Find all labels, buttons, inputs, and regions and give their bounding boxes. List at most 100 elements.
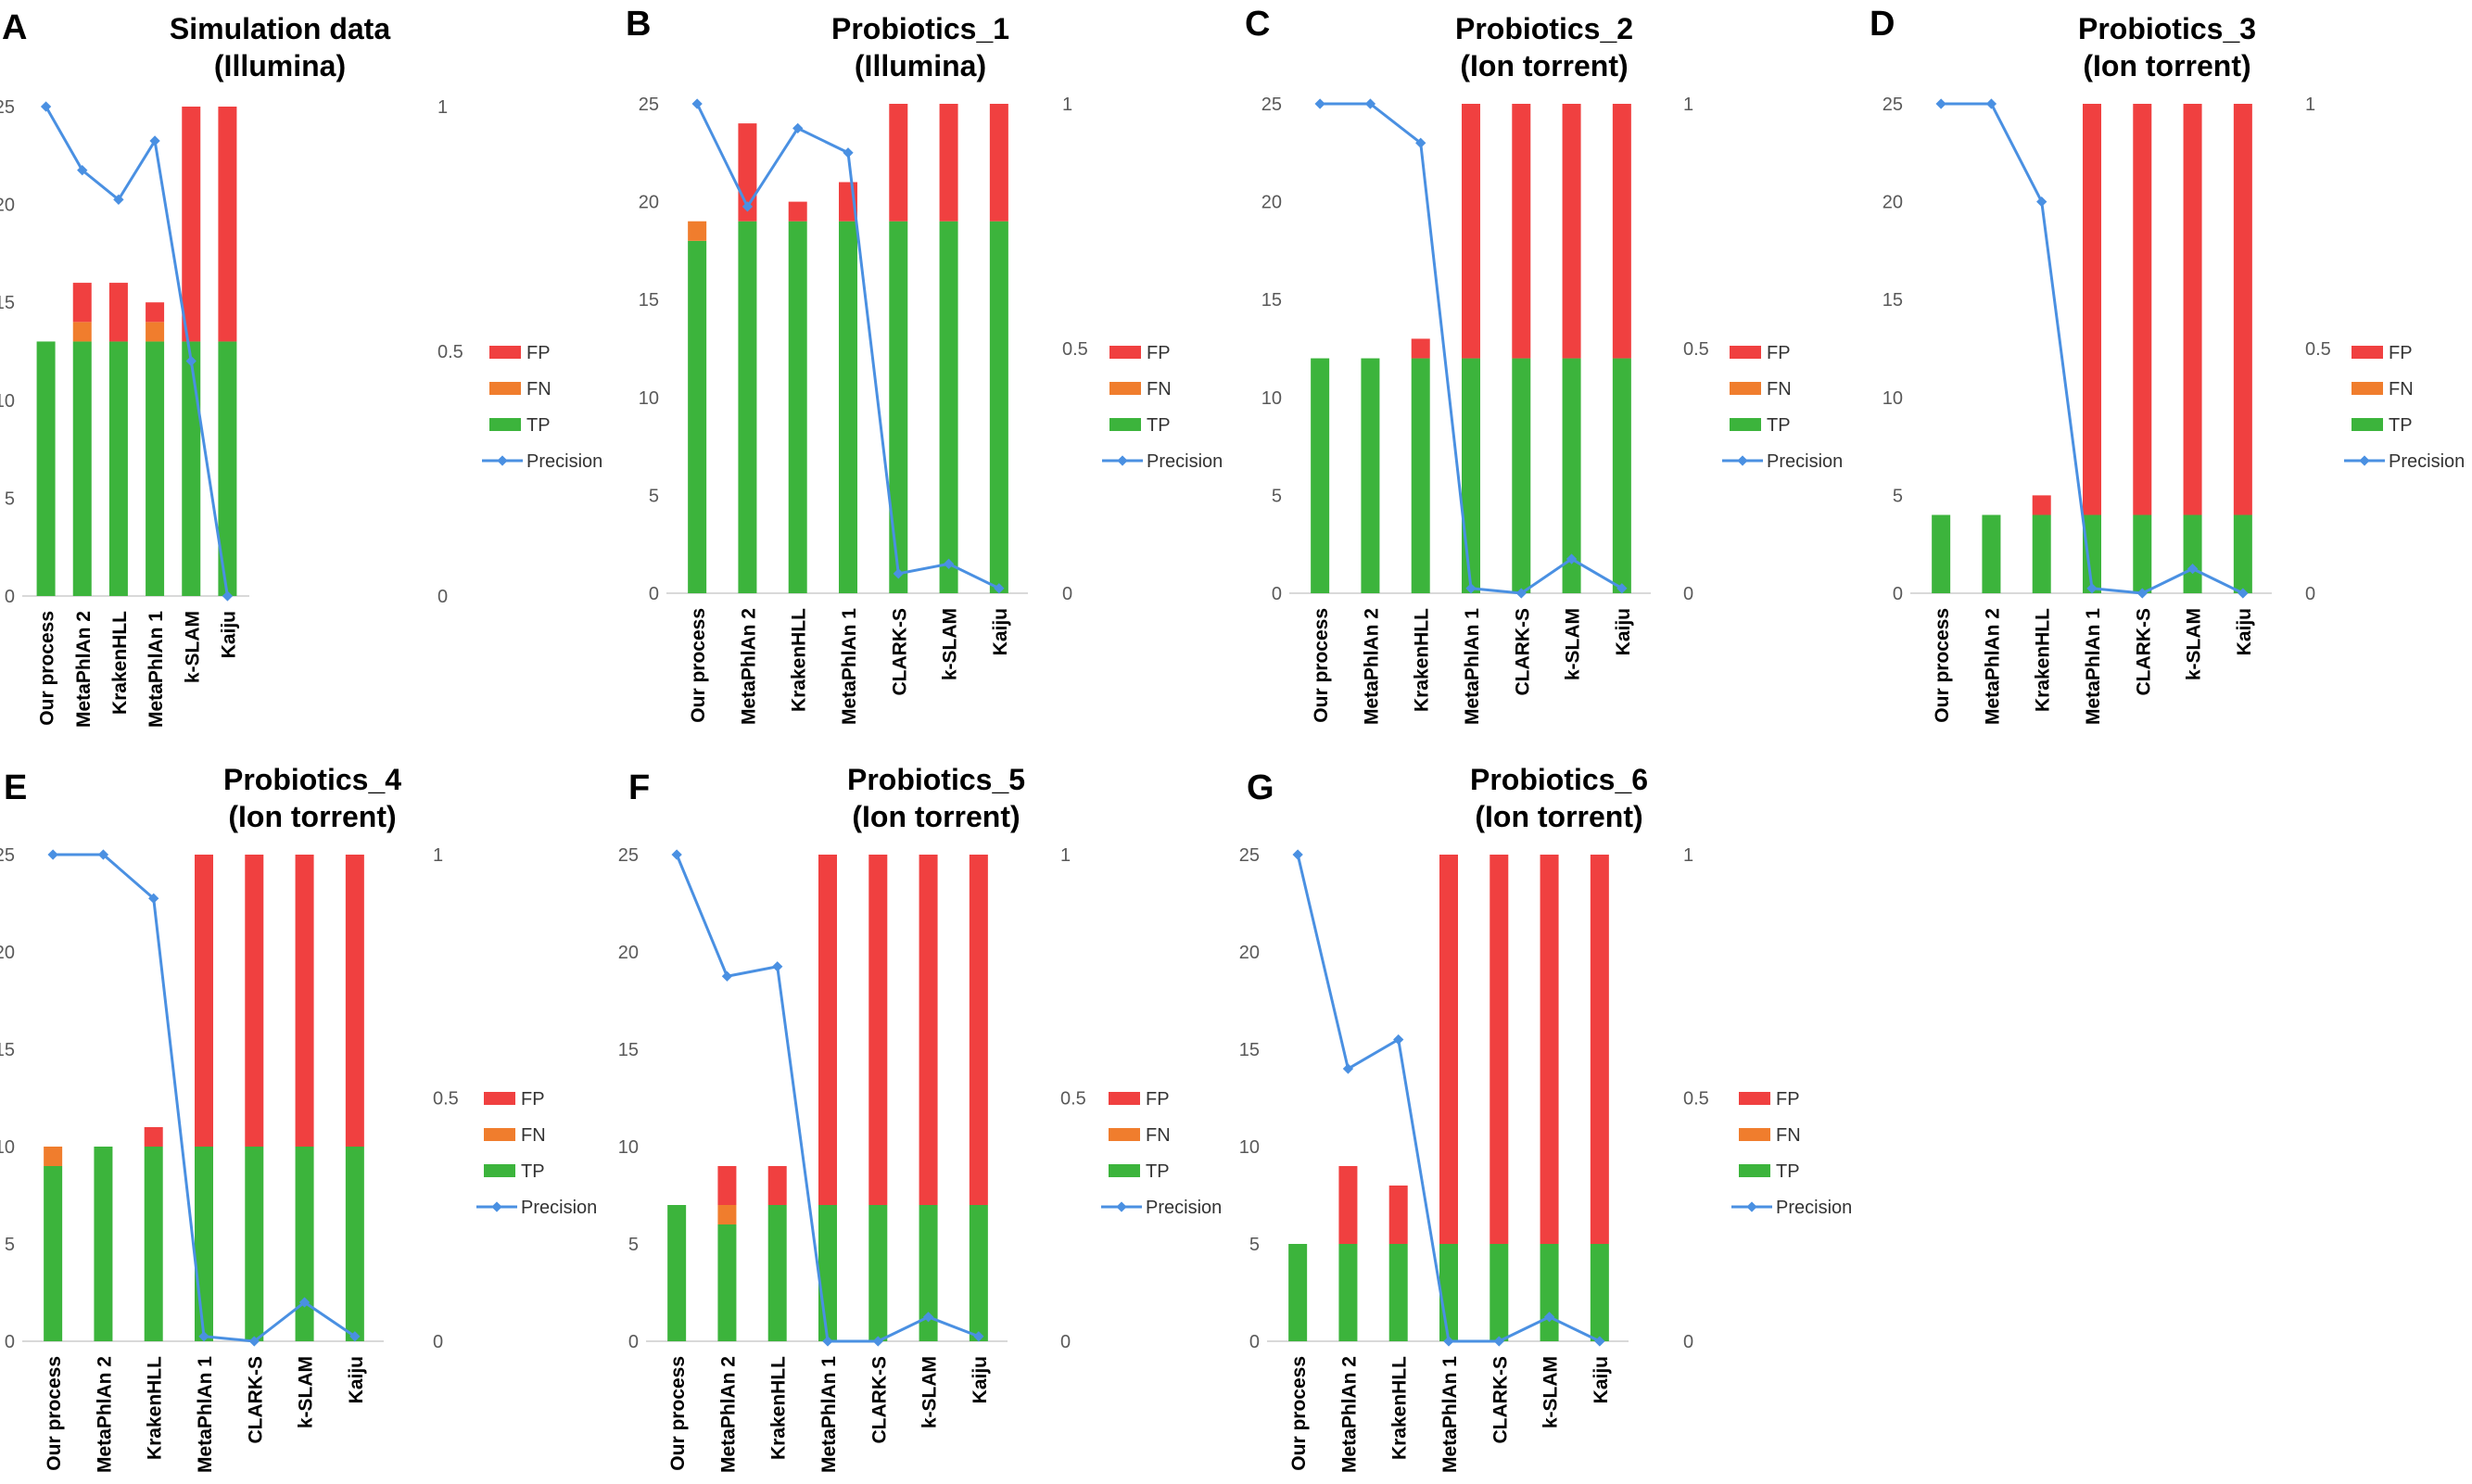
- bar-fn: [688, 221, 707, 241]
- precision-point: [149, 135, 160, 146]
- category-label: Our process: [44, 1356, 65, 1471]
- precision-point: [40, 101, 52, 112]
- legend-swatch-tp: [1109, 418, 1141, 431]
- bar-tp: [818, 1205, 837, 1341]
- left-tick-label: 25: [618, 845, 639, 866]
- panel-letter: F: [628, 768, 650, 807]
- precision-point: [792, 122, 804, 134]
- precision-point: [2136, 588, 2148, 599]
- left-tick-label: 5: [5, 1235, 15, 1255]
- category-label: CLARK-S: [245, 1356, 266, 1444]
- precision-point: [2086, 583, 2098, 594]
- bar-fp: [1612, 104, 1631, 359]
- bar-tp: [245, 1147, 264, 1341]
- panel-title-line-2: (Ion torrent): [1475, 800, 1642, 833]
- left-tick-label: 10: [639, 388, 659, 409]
- precision-point: [1493, 1336, 1504, 1347]
- bar-tp: [1361, 358, 1380, 593]
- bar-tp: [767, 1205, 787, 1341]
- legend-label: Precision: [2389, 451, 2465, 472]
- precision-point: [1566, 553, 1578, 564]
- bar-fp: [919, 855, 938, 1205]
- legend-swatch-fp: [1739, 1092, 1770, 1105]
- bar-tp: [1288, 1244, 1308, 1341]
- category-label: Our process: [1311, 608, 1332, 723]
- bar-tp: [2083, 514, 2101, 593]
- category-label: MetaPhlAn 2: [738, 608, 759, 725]
- category-label: k-SLAM: [182, 611, 203, 683]
- legend-label: FN: [521, 1125, 546, 1146]
- left-tick-label: 0: [1272, 584, 1282, 604]
- category-label: CLARK-S: [2133, 608, 2154, 696]
- precision-point: [1342, 1063, 1354, 1074]
- category-label: MetaPhlAn 1: [839, 608, 860, 725]
- legend-swatch-fp: [1109, 346, 1141, 359]
- right-tick-label: 1: [433, 845, 443, 866]
- precision-point: [772, 961, 783, 972]
- bar-tp: [1540, 1244, 1559, 1341]
- category-label: Our process: [37, 611, 58, 726]
- bar-fp: [1590, 855, 1609, 1244]
- panel-letter: E: [4, 768, 27, 807]
- bar-tp: [1338, 1244, 1358, 1341]
- bar-tp: [1982, 514, 2001, 593]
- bar-tp: [2032, 514, 2051, 593]
- category-label: MetaPhlAn 2: [1361, 608, 1382, 725]
- right-tick-label: 1: [437, 97, 448, 118]
- bar-fp: [717, 1166, 737, 1205]
- legend-label: Precision: [521, 1198, 597, 1218]
- precision-point: [349, 1331, 361, 1342]
- bar-fp: [72, 283, 92, 323]
- category-label: KrakenHLL: [789, 608, 810, 712]
- category-label: Our process: [667, 1356, 689, 1471]
- category-label: Our process: [688, 608, 709, 723]
- bar-tp: [146, 341, 165, 596]
- right-tick-label: 0.5: [2305, 339, 2331, 360]
- right-tick-label: 1: [1683, 845, 1693, 866]
- legend-label: Precision: [1146, 1198, 1222, 1218]
- right-tick-label: 0: [1060, 1332, 1071, 1352]
- panel-g: G Probiotics_6 (Ion torrent) 0 5 10 15 20 25 0 0.5…: [1239, 763, 1853, 1473]
- left-tick-label: 15: [1261, 290, 1282, 311]
- precision-point: [843, 147, 854, 159]
- precision-point: [2237, 588, 2249, 599]
- bar-fn: [72, 322, 92, 342]
- bar-tp: [788, 221, 807, 593]
- precision-point: [671, 849, 682, 860]
- category-label: Kaiju: [990, 608, 1011, 655]
- category-label: MetaPhlAn 1: [195, 1356, 216, 1473]
- left-tick-label: 15: [0, 1040, 15, 1060]
- left-tick-label: 5: [649, 486, 659, 506]
- bar-tp: [2183, 514, 2202, 593]
- bar-fp: [1540, 855, 1559, 1244]
- left-tick-label: 5: [1249, 1235, 1260, 1255]
- category-label: CLARK-S: [889, 608, 910, 696]
- panel-e: E Probiotics_4 (Ion torrent) 0 5 10 15 20 25 0 0.5…: [0, 763, 597, 1473]
- category-label: k-SLAM: [2184, 608, 2205, 680]
- panel-title-line-2: (Illumina): [214, 49, 346, 82]
- bar-fp: [868, 855, 888, 1205]
- precision-point: [1292, 849, 1303, 860]
- legend-label: TP: [1776, 1161, 1800, 1182]
- bar-fp: [1411, 338, 1430, 359]
- legend-label: FP: [521, 1089, 545, 1110]
- bar-fp: [144, 1127, 163, 1147]
- panel-title-line-1: Probiotics_4: [223, 763, 401, 796]
- legend-precision-marker: [2359, 455, 2370, 466]
- right-tick-label: 0: [433, 1332, 443, 1352]
- left-tick-label: 0: [649, 584, 659, 604]
- bar-fp: [245, 855, 264, 1147]
- bar-tp: [939, 221, 958, 593]
- bar-tp: [36, 341, 56, 596]
- legend-swatch-fp: [489, 346, 521, 359]
- bar-fp: [1490, 855, 1509, 1244]
- right-tick-label: 1: [2305, 95, 2315, 115]
- precision-point: [47, 849, 58, 860]
- legend-swatch-fp: [1109, 1092, 1140, 1105]
- bar-fp: [1462, 104, 1480, 359]
- precision-point: [994, 583, 1005, 594]
- bar-fp: [345, 855, 364, 1147]
- legend-label: FP: [1146, 1089, 1170, 1110]
- bar-tp: [1562, 358, 1581, 593]
- left-tick-label: 10: [0, 391, 15, 412]
